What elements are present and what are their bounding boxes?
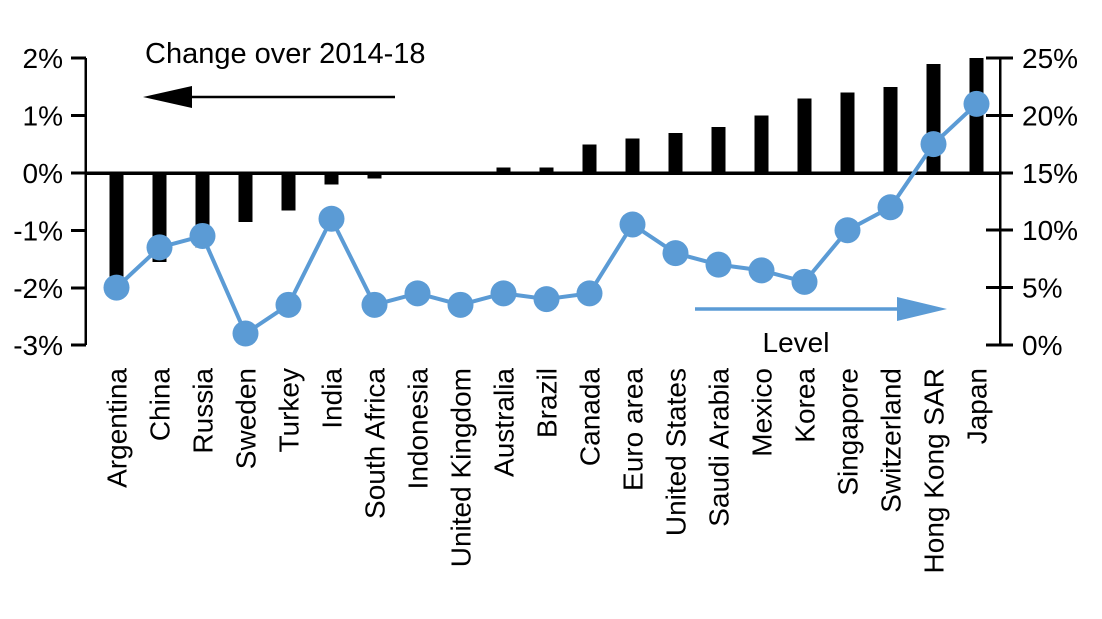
category-label: United Kingdom [446, 368, 477, 567]
category-label: Saudi Arabia [704, 368, 735, 527]
category-label: Hong Kong SAR [919, 368, 950, 573]
bar-south-africa [367, 173, 382, 179]
bar-united-states [668, 132, 683, 173]
category-label: India [317, 368, 348, 429]
left-axis-tick-label: 2% [23, 43, 63, 74]
bar-korea [797, 98, 812, 173]
bar-australia [496, 167, 511, 173]
marker-singapore [834, 217, 861, 244]
marker-canada [576, 280, 603, 307]
marker-united-kingdom [447, 291, 474, 318]
left-axis-tick-label: -2% [13, 273, 63, 304]
marker-russia [189, 222, 216, 249]
category-label: Argentina [102, 368, 133, 488]
category-label: Singapore [833, 368, 864, 496]
right-axis-tick-label: 25% [1022, 43, 1078, 74]
category-label: Mexico [747, 368, 778, 457]
marker-sweden [232, 320, 259, 347]
left-axis-tick-label: 1% [23, 101, 63, 132]
marker-switzerland [877, 194, 904, 221]
bar-sweden [238, 173, 253, 222]
marker-china [146, 234, 173, 261]
right-axis-tick-label: 10% [1022, 215, 1078, 246]
right-arrow-icon [695, 297, 947, 321]
category-label: Indonesia [403, 368, 434, 490]
marker-argentina [103, 274, 130, 301]
marker-mexico [748, 257, 775, 284]
left-axis-tick-label: -1% [13, 215, 63, 246]
bar-singapore [840, 92, 855, 173]
marker-indonesia [404, 280, 431, 307]
category-label: Canada [575, 368, 606, 467]
right-axis: 25% 20% 15% 10% 5% 0% [986, 43, 1078, 361]
marker-australia [490, 280, 517, 307]
marker-india [318, 205, 345, 232]
right-axis-tick-label: 15% [1022, 158, 1078, 189]
category-label: China [145, 368, 176, 442]
category-label: Russia [188, 368, 219, 454]
right-axis-tick-label: 20% [1022, 100, 1078, 131]
right-series-label: Level [763, 327, 830, 358]
category-label: Brazil [532, 368, 563, 438]
marker-hong-kong-sar [920, 131, 947, 158]
bar-canada [582, 144, 597, 173]
marker-turkey [275, 291, 302, 318]
marker-brazil [533, 286, 560, 313]
category-label: Switzerland [876, 368, 907, 513]
line-series-markers [103, 90, 990, 347]
category-label: United States [661, 368, 692, 536]
marker-euro-area [619, 211, 646, 238]
category-label: Korea [790, 368, 821, 443]
category-label: Sweden [231, 368, 262, 469]
right-axis-tick-label: 0% [1022, 330, 1062, 361]
bar-switzerland [883, 86, 898, 173]
bar-euro-area [625, 138, 640, 173]
marker-korea [791, 268, 818, 295]
left-axis-tick-label: 0% [23, 158, 63, 189]
category-label: South Africa [360, 368, 391, 519]
bar-saudi-arabia [711, 127, 726, 173]
left-axis: 2% 1% 0% -1% -2% -3% [13, 43, 87, 361]
category-axis-labels: Argentina China Russia Sweden Turkey India Sou… [102, 368, 993, 574]
left-series-title: Change over 2014-18 [145, 38, 426, 70]
category-label: Euro area [618, 368, 649, 491]
bar-mexico [754, 115, 769, 173]
category-label: Japan [962, 368, 993, 444]
bar-series-change [109, 58, 984, 277]
category-label: Australia [489, 368, 520, 477]
right-axis-tick-label: 5% [1022, 273, 1062, 304]
category-label: Turkey [274, 368, 305, 453]
bar-india [324, 173, 339, 185]
bar-argentina [109, 173, 124, 277]
marker-south-africa [361, 291, 388, 318]
bar-brazil [539, 167, 554, 173]
marker-saudi-arabia [705, 251, 732, 278]
left-arrow-icon [143, 86, 395, 108]
bar-turkey [281, 173, 296, 211]
marker-united-states [662, 240, 689, 267]
left-axis-tick-label: -3% [13, 330, 63, 361]
marker-japan [963, 90, 990, 117]
